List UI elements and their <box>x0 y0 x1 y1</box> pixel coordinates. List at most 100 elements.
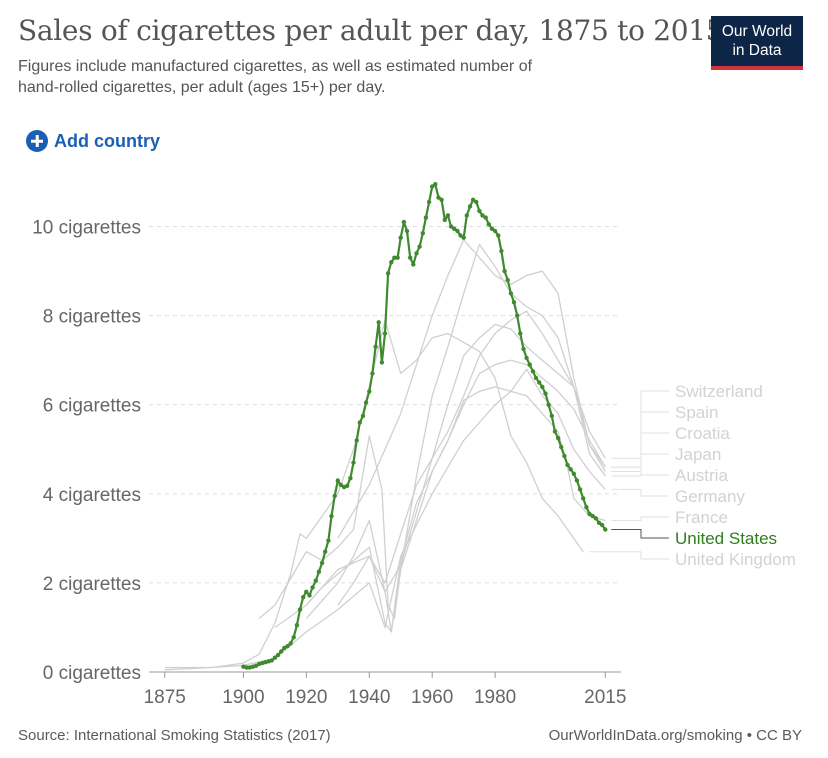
data-point-united-states[interactable] <box>452 226 457 231</box>
data-point-united-states[interactable] <box>373 344 378 349</box>
data-point-united-states[interactable] <box>489 226 495 231</box>
series-line-united-kingdom[interactable] <box>164 319 584 669</box>
data-point-united-states[interactable] <box>524 355 529 361</box>
data-point-united-states[interactable] <box>385 271 391 276</box>
data-point-united-states[interactable] <box>593 516 598 521</box>
data-point-united-states[interactable] <box>279 649 284 654</box>
data-point-united-states[interactable] <box>244 665 249 670</box>
data-point-united-states[interactable] <box>301 595 306 600</box>
data-point-united-states[interactable] <box>269 658 274 663</box>
data-point-united-states[interactable] <box>426 199 432 205</box>
data-point-united-states[interactable] <box>313 578 318 583</box>
data-point-united-states[interactable] <box>367 389 372 394</box>
data-point-united-states[interactable] <box>518 331 523 336</box>
data-point-united-states[interactable] <box>599 522 605 528</box>
data-point-united-states[interactable] <box>319 560 325 566</box>
data-point-united-states[interactable] <box>430 184 435 189</box>
data-point-united-states[interactable] <box>285 644 290 649</box>
legend-label-germany[interactable]: Germany <box>675 487 745 506</box>
data-point-united-states[interactable] <box>404 228 410 234</box>
data-point-united-states[interactable] <box>401 219 407 225</box>
legend-label-spain[interactable]: Spain <box>675 403 718 422</box>
series-line-croatia[interactable] <box>337 323 606 606</box>
data-point-united-states[interactable] <box>555 435 561 441</box>
data-point-united-states[interactable] <box>442 217 447 223</box>
data-point-united-states[interactable] <box>436 195 441 200</box>
data-point-united-states[interactable] <box>546 402 551 407</box>
series-line-switzerland[interactable] <box>337 239 606 539</box>
data-point-united-states[interactable] <box>527 362 532 367</box>
data-point-united-states[interactable] <box>335 478 340 483</box>
legend-label-france[interactable]: France <box>675 508 728 527</box>
data-point-united-states[interactable] <box>370 371 375 376</box>
data-point-united-states[interactable] <box>543 391 548 396</box>
data-point-united-states[interactable] <box>338 482 344 488</box>
data-point-united-states[interactable] <box>291 635 296 640</box>
data-point-united-states[interactable] <box>363 400 369 405</box>
data-point-united-states[interactable] <box>297 607 303 612</box>
data-point-united-states[interactable] <box>439 197 444 202</box>
data-point-united-states[interactable] <box>571 471 576 476</box>
data-point-united-states[interactable] <box>603 527 608 532</box>
data-point-united-states[interactable] <box>420 231 425 236</box>
data-point-united-states[interactable] <box>537 380 542 385</box>
data-point-united-states[interactable] <box>294 623 300 628</box>
data-point-united-states[interactable] <box>357 420 362 425</box>
data-point-united-states[interactable] <box>332 493 337 499</box>
data-point-united-states[interactable] <box>304 589 309 594</box>
data-point-united-states[interactable] <box>288 641 293 646</box>
owid-logo[interactable]: Our World in Data <box>711 16 803 70</box>
data-point-united-states[interactable] <box>467 204 473 209</box>
legend-label-japan[interactable]: Japan <box>675 445 721 464</box>
data-point-united-states[interactable] <box>433 182 438 187</box>
data-point-united-states[interactable] <box>395 255 400 260</box>
data-point-united-states[interactable] <box>568 467 573 472</box>
data-point-united-states[interactable] <box>360 413 366 419</box>
series-line-france[interactable] <box>164 390 606 671</box>
data-point-united-states[interactable] <box>326 538 331 543</box>
data-point-united-states[interactable] <box>417 244 422 249</box>
series-line-spain[interactable] <box>305 310 606 606</box>
data-point-united-states[interactable] <box>505 277 510 283</box>
data-point-united-states[interactable] <box>272 655 278 660</box>
data-point-united-states[interactable] <box>521 346 526 352</box>
data-point-united-states[interactable] <box>316 569 322 574</box>
data-point-united-states[interactable] <box>477 208 482 214</box>
data-point-united-states[interactable] <box>389 260 394 265</box>
data-point-united-states[interactable] <box>382 331 388 336</box>
data-point-united-states[interactable] <box>540 384 545 390</box>
data-point-united-states[interactable] <box>448 224 454 229</box>
data-point-united-states[interactable] <box>398 235 403 240</box>
data-point-united-states[interactable] <box>565 462 570 468</box>
data-point-united-states[interactable] <box>587 511 592 517</box>
data-point-united-states[interactable] <box>480 213 485 218</box>
add-country-button[interactable]: Add country <box>26 130 160 152</box>
data-point-united-states[interactable] <box>351 460 356 465</box>
data-point-united-states[interactable] <box>515 313 520 318</box>
series-line-japan[interactable] <box>305 243 606 633</box>
data-point-united-states[interactable] <box>307 593 312 598</box>
data-point-united-states[interactable] <box>549 413 554 419</box>
series-line-austria[interactable] <box>274 359 606 633</box>
data-point-united-states[interactable] <box>581 496 586 501</box>
data-point-united-states[interactable] <box>577 487 583 492</box>
data-point-united-states[interactable] <box>414 251 419 256</box>
series-line-united-states[interactable] <box>243 183 607 669</box>
data-point-united-states[interactable] <box>530 369 536 374</box>
data-point-united-states[interactable] <box>559 444 564 450</box>
data-point-united-states[interactable] <box>562 453 567 459</box>
source-link[interactable]: OurWorldInData.org/smoking • CC BY <box>548 727 802 744</box>
legend-label-united-states[interactable]: United States <box>675 529 777 548</box>
data-point-united-states[interactable] <box>483 215 488 220</box>
data-point-united-states[interactable] <box>461 235 466 240</box>
data-point-united-states[interactable] <box>464 213 469 218</box>
data-point-united-states[interactable] <box>584 505 589 510</box>
data-point-united-states[interactable] <box>590 513 595 519</box>
data-point-united-states[interactable] <box>323 549 328 554</box>
data-point-united-states[interactable] <box>511 300 517 305</box>
data-point-united-states[interactable] <box>474 199 479 205</box>
data-point-united-states[interactable] <box>499 248 504 254</box>
data-point-united-states[interactable] <box>423 215 429 220</box>
data-point-united-states[interactable] <box>348 476 353 481</box>
data-point-united-states[interactable] <box>354 438 359 443</box>
